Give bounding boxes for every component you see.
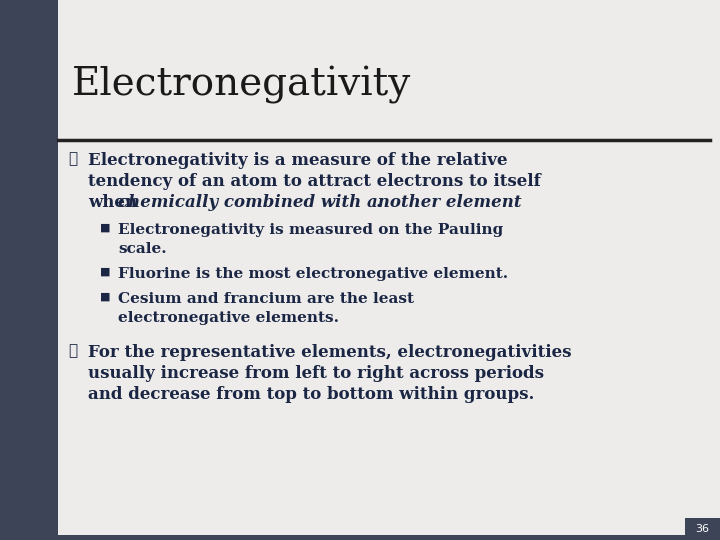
Text: and decrease from top to bottom within groups.: and decrease from top to bottom within g… <box>88 386 534 403</box>
Text: when: when <box>88 194 143 211</box>
Text: Electronegativity: Electronegativity <box>72 66 411 104</box>
Text: electronegative elements.: electronegative elements. <box>118 311 339 325</box>
Text: ❖: ❖ <box>68 344 78 358</box>
Bar <box>0 0 58 540</box>
Text: usually increase from left to right across periods: usually increase from left to right acro… <box>88 365 544 382</box>
Text: ■: ■ <box>100 223 110 233</box>
Text: chemically combined with another element: chemically combined with another element <box>118 194 521 211</box>
Text: scale.: scale. <box>118 242 166 256</box>
Text: Electronegativity is measured on the Pauling: Electronegativity is measured on the Pau… <box>118 223 503 237</box>
Bar <box>685 518 720 540</box>
Text: ■: ■ <box>100 292 110 302</box>
Text: ■: ■ <box>100 267 110 277</box>
Text: Cesium and francium are the least: Cesium and francium are the least <box>118 292 414 306</box>
Text: .: . <box>376 194 382 211</box>
Text: Fluorine is the most electronegative element.: Fluorine is the most electronegative ele… <box>118 267 508 281</box>
Text: tendency of an atom to attract electrons to itself: tendency of an atom to attract electrons… <box>88 173 541 190</box>
Text: Electronegativity is a measure of the relative: Electronegativity is a measure of the re… <box>88 152 508 169</box>
Text: 36: 36 <box>695 524 709 534</box>
Bar <box>0 535 720 540</box>
Text: ❖: ❖ <box>68 152 78 166</box>
Text: For the representative elements, electronegativities: For the representative elements, electro… <box>88 344 572 361</box>
